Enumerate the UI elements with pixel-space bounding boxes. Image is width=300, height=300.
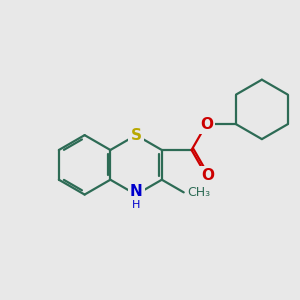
Text: O: O bbox=[201, 168, 214, 183]
Text: S: S bbox=[130, 128, 142, 142]
Text: O: O bbox=[200, 117, 213, 132]
Text: CH₃: CH₃ bbox=[187, 186, 210, 199]
Text: N: N bbox=[130, 184, 142, 199]
Text: H: H bbox=[132, 200, 140, 210]
